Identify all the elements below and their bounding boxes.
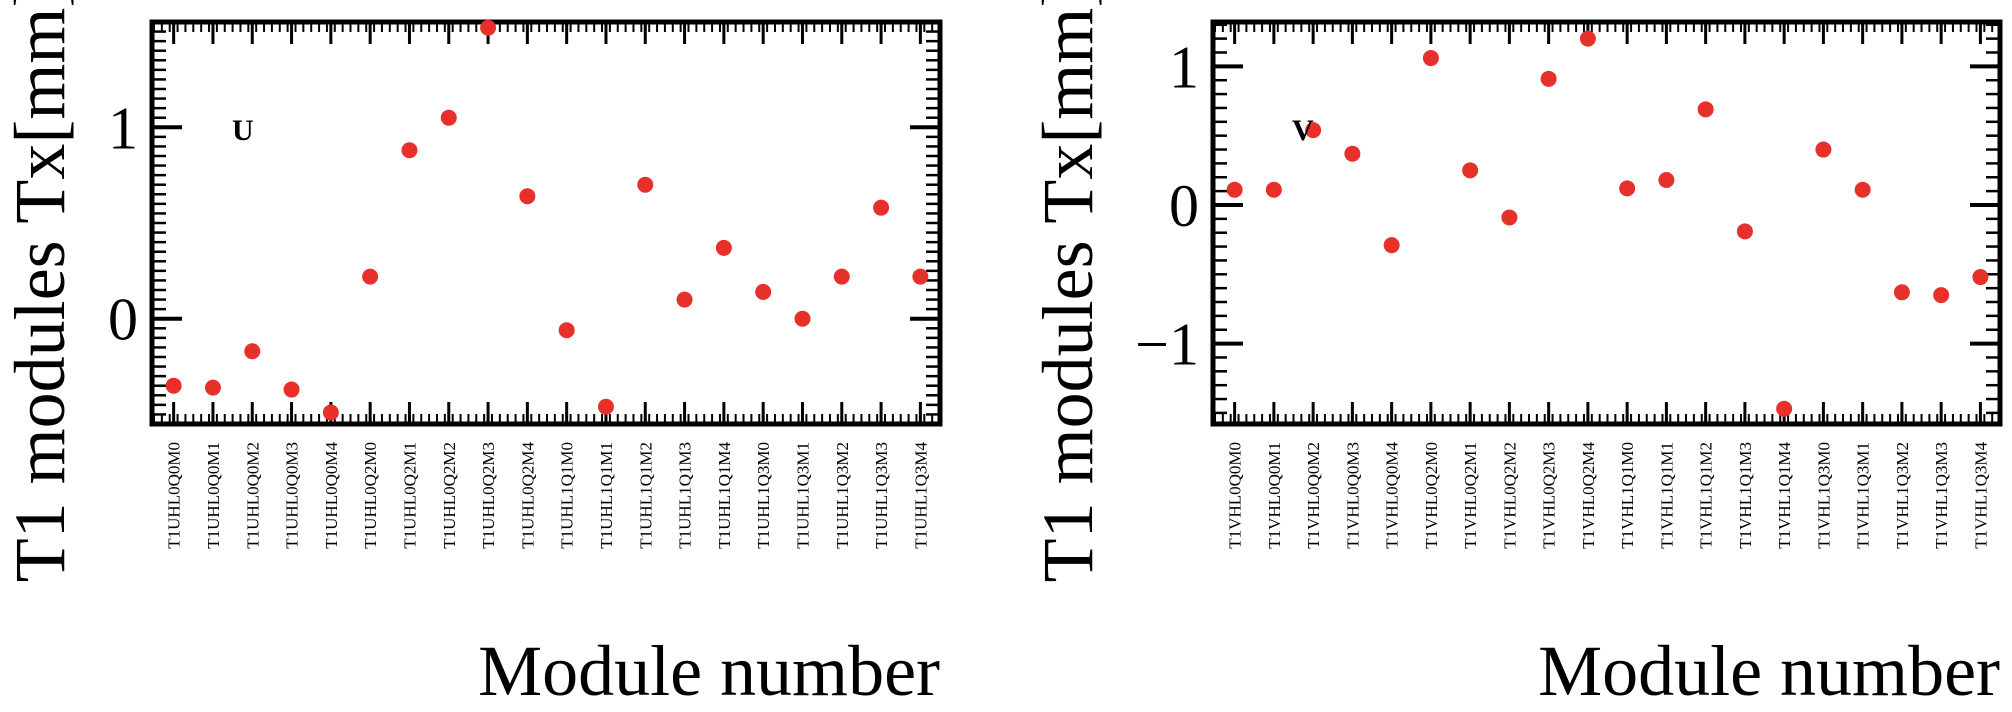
y-tick-label: −1 — [1135, 312, 1199, 378]
x-tick-label: T1UHL1Q3M0 — [754, 442, 773, 549]
x-tick-label: T1UHL0Q0M4 — [322, 442, 341, 549]
data-point — [1933, 287, 1950, 304]
x-tick-label: T1VHL0Q0M3 — [1343, 442, 1362, 549]
x-tick-label: T1VHL1Q1M4 — [1775, 442, 1794, 549]
x-tick-label: T1UHL0Q2M2 — [440, 442, 459, 549]
x-tick-label: T1UHL0Q2M4 — [518, 442, 537, 549]
x-tick-label: T1VHL1Q3M1 — [1854, 442, 1873, 549]
x-tick-label: T1UHL1Q3M2 — [833, 442, 852, 549]
x-tick-label: T1VHL1Q3M3 — [1932, 442, 1951, 549]
data-point — [440, 109, 457, 126]
data-point — [1697, 101, 1714, 118]
x-tick-label: T1UHL0Q0M2 — [243, 442, 262, 549]
data-point — [1776, 400, 1793, 417]
x-tick-label: T1VHL1Q3M4 — [1971, 442, 1990, 549]
data-point — [1501, 209, 1518, 226]
y-tick-label: 0 — [108, 287, 138, 353]
x-tick-label: T1VHL0Q0M0 — [1226, 442, 1245, 549]
x-tick-label: T1UHL0Q0M0 — [165, 442, 184, 549]
y-tick-label: 0 — [1169, 173, 1199, 239]
data-point — [1265, 181, 1282, 198]
x-tick-label: T1VHL1Q3M0 — [1814, 442, 1833, 549]
x-axis-title: Module number — [1538, 631, 2000, 711]
data-point — [165, 377, 182, 394]
x-tick-label: T1VHL0Q2M1 — [1461, 442, 1480, 549]
x-tick-label: T1UHL0Q0M1 — [204, 442, 223, 549]
x-tick-label: T1VHL0Q0M2 — [1304, 442, 1323, 549]
data-point — [1305, 122, 1322, 139]
x-tick-label: T1UHL0Q2M0 — [361, 442, 380, 549]
x-tick-label: T1VHL1Q3M2 — [1893, 442, 1912, 549]
plot-frame — [1210, 19, 2003, 427]
data-point — [1579, 30, 1596, 47]
data-point — [1619, 180, 1636, 197]
data-point — [833, 268, 850, 285]
data-point — [1540, 70, 1557, 87]
data-point — [244, 343, 261, 360]
data-point — [1972, 269, 1989, 286]
y-axis-title: T1 modules Tx[mm] — [0, 0, 80, 582]
data-point — [1893, 284, 1910, 301]
x-tick-label: T1UHL0Q2M1 — [400, 442, 419, 549]
panel-label: V — [1292, 114, 1314, 147]
x-tick-label: T1VHL0Q2M0 — [1422, 442, 1441, 549]
data-point — [1815, 141, 1832, 158]
data-point — [204, 379, 221, 396]
data-point — [1658, 172, 1675, 189]
data-point — [480, 19, 497, 36]
plot-frame — [149, 19, 943, 427]
panel-u: 0 1 T1UHL0Q0M0 T1UHL0Q0M1 T1UHL0Q0M2 T1UHL0Q0… — [0, 0, 943, 711]
data-point — [1383, 237, 1400, 254]
data-point — [676, 291, 693, 308]
x-tick-label: T1VHL1Q1M0 — [1618, 442, 1637, 549]
x-tick-label: T1UHL1Q3M4 — [911, 442, 930, 549]
x-tick-label: T1UHL0Q0M3 — [283, 442, 302, 549]
data-point — [401, 142, 418, 159]
data-point — [715, 239, 732, 256]
data-point — [519, 188, 536, 205]
panel-label: U — [232, 114, 254, 147]
x-tick-label: T1UHL0Q2M3 — [479, 442, 498, 549]
data-point — [558, 322, 575, 339]
x-tick-label: T1UHL1Q3M3 — [872, 442, 891, 549]
x-tick-label: T1VHL0Q0M4 — [1383, 442, 1402, 549]
x-tick-label: T1VHL0Q2M2 — [1500, 442, 1519, 549]
data-point — [912, 268, 929, 285]
data-point — [873, 199, 890, 216]
x-tick-label: T1UHL1Q1M1 — [597, 442, 616, 549]
y-axis-title: T1 modules Tx[mm] — [1028, 0, 1108, 582]
data-point — [1854, 181, 1871, 198]
x-tick-label: T1UHL1Q3M1 — [793, 442, 812, 549]
panel-v: −1 0 1 T1VHL0Q0M0 T1VHL0Q0M1 T1VHL0Q0M2 T1VHL0… — [1028, 0, 2003, 711]
x-tick-label: T1VHL0Q2M3 — [1540, 442, 1559, 549]
data-point — [322, 404, 339, 421]
data-point — [1422, 50, 1439, 67]
data-point — [1462, 162, 1479, 179]
y-tick-label: 1 — [1169, 34, 1199, 100]
data-point — [283, 381, 300, 398]
x-axis-title: Module number — [478, 631, 940, 711]
data-point — [597, 398, 614, 415]
x-tick-label: T1VHL1Q1M3 — [1736, 442, 1755, 549]
data-point — [755, 283, 772, 300]
x-tick-label: T1UHL1Q1M3 — [676, 442, 695, 549]
data-point — [362, 268, 379, 285]
data-point — [1344, 145, 1361, 162]
x-tick-label: T1UHL1Q1M0 — [558, 442, 577, 549]
x-tick-label: T1UHL1Q1M2 — [636, 442, 655, 549]
x-tick-label: T1VHL1Q1M2 — [1697, 442, 1716, 549]
data-point — [1736, 223, 1753, 240]
y-tick-label: 1 — [108, 95, 138, 161]
x-tick-label: T1VHL1Q1M1 — [1657, 442, 1676, 549]
data-point — [1226, 181, 1243, 198]
x-tick-label: T1UHL1Q1M4 — [715, 442, 734, 549]
data-point — [637, 176, 654, 193]
x-tick-label: T1VHL0Q2M4 — [1579, 442, 1598, 549]
data-point — [794, 310, 811, 327]
x-tick-label: T1VHL0Q0M1 — [1265, 442, 1284, 549]
